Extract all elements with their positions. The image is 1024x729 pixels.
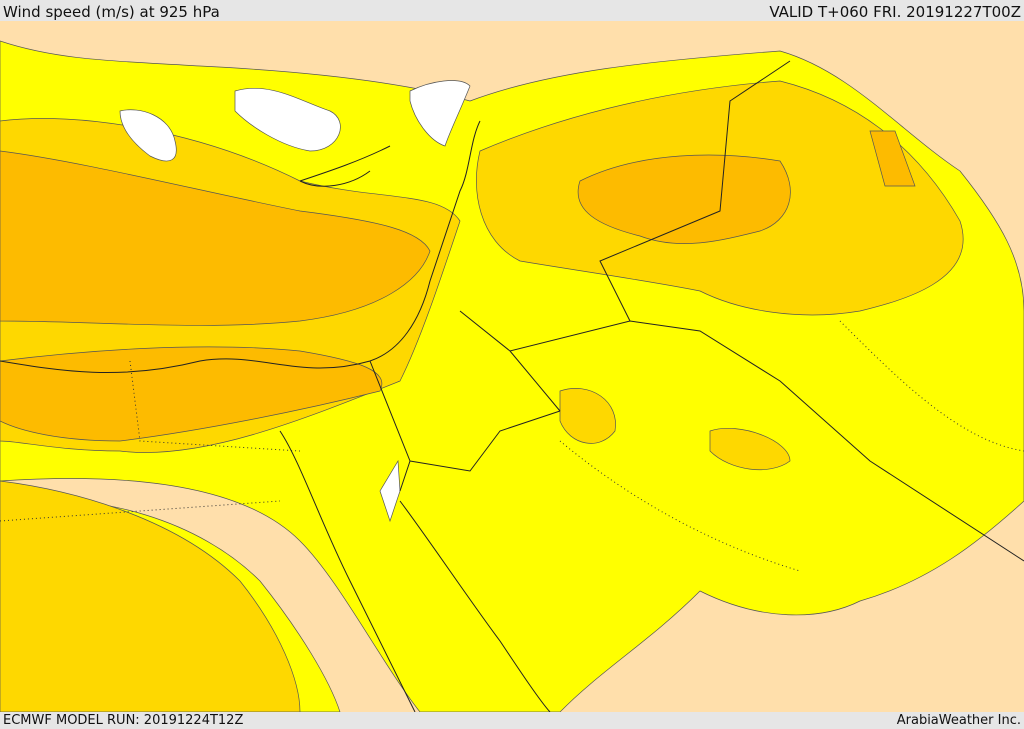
- valid-time: VALID T+060 FRI. 20191227T00Z: [769, 3, 1021, 21]
- coastline: [279, 430, 416, 712]
- wind-zone-gold: [559, 388, 616, 444]
- footer-bar: ECMWF MODEL RUN: 20191224T12Z ArabiaWeat…: [0, 712, 1024, 729]
- wind-zone-gold: [0, 480, 301, 712]
- map-title: Wind speed (m/s) at 925 hPa: [3, 3, 220, 21]
- border: [0, 320, 1024, 572]
- wind-zone-orange: [869, 130, 916, 187]
- border: [369, 60, 1024, 562]
- coastline: [299, 145, 391, 187]
- wind-zone-white: [119, 109, 177, 162]
- wind-zone-orange: [577, 154, 791, 244]
- wind-zone-white: [234, 87, 341, 152]
- coastline: [0, 120, 481, 374]
- header-bar: Wind speed (m/s) at 925 hPa VALID T+060 …: [0, 0, 1024, 21]
- credit: ArabiaWeather Inc.: [896, 713, 1021, 728]
- wind-zone-gold: [709, 427, 791, 471]
- wind-zone-orange: [0, 150, 431, 326]
- wind-zone-orange: [0, 346, 383, 442]
- wind-zone-white: [409, 80, 471, 147]
- coastline: [399, 500, 551, 712]
- model-run: ECMWF MODEL RUN: 20191224T12Z: [3, 713, 244, 728]
- wind-map: [0, 21, 1024, 712]
